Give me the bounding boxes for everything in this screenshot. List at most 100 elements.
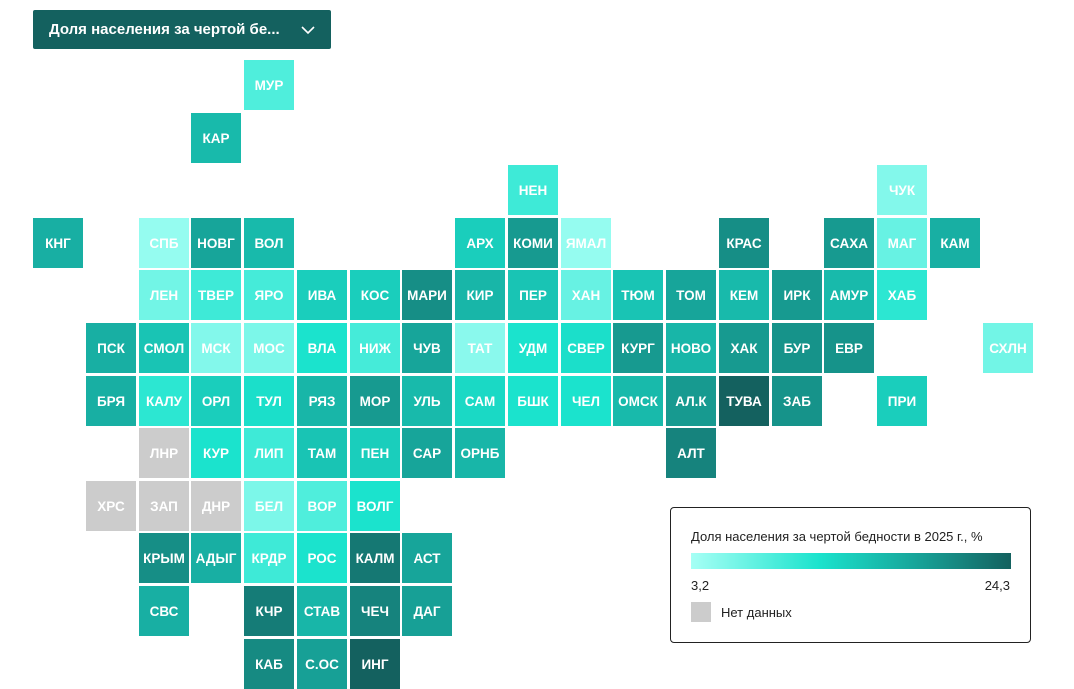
region-tile[interactable]: ЧЕЛ <box>561 376 611 426</box>
region-tile[interactable]: ХАН <box>561 270 611 320</box>
region-tile[interactable]: МОС <box>244 323 294 373</box>
region-tile[interactable]: ТОМ <box>666 270 716 320</box>
region-tile[interactable]: ТЮМ <box>613 270 663 320</box>
region-tile[interactable]: САМ <box>455 376 505 426</box>
region-tile[interactable]: ТАМ <box>297 428 347 478</box>
region-tile-label: ИРК <box>783 287 811 303</box>
region-tile[interactable]: МСК <box>191 323 241 373</box>
region-tile[interactable]: ХРС <box>86 481 136 531</box>
region-tile[interactable]: РЯЗ <box>297 376 347 426</box>
region-tile[interactable]: КРЫМ <box>139 533 189 583</box>
region-tile[interactable]: КУР <box>191 428 241 478</box>
region-tile[interactable]: ЯРО <box>244 270 294 320</box>
region-tile-label: ИВА <box>307 287 337 303</box>
region-tile[interactable]: ПРИ <box>877 376 927 426</box>
region-tile[interactable]: КУРГ <box>613 323 663 373</box>
region-tile[interactable]: ЧУВ <box>402 323 452 373</box>
region-tile[interactable]: УЛЬ <box>402 376 452 426</box>
region-tile[interactable]: КНГ <box>33 218 83 268</box>
region-tile[interactable]: АМУР <box>824 270 874 320</box>
region-tile[interactable]: ЛНР <box>139 428 189 478</box>
region-tile[interactable]: КАЛМ <box>350 533 400 583</box>
region-tile-label: ОРНБ <box>460 445 500 461</box>
region-tile[interactable]: КЕМ <box>719 270 769 320</box>
region-tile[interactable]: ЯМАЛ <box>561 218 611 268</box>
region-tile-label: ТУВА <box>726 393 762 409</box>
region-tile[interactable]: СВС <box>139 586 189 636</box>
region-tile[interactable]: С.ОС <box>297 639 347 689</box>
region-tile[interactable]: АЛ.К <box>666 376 716 426</box>
region-tile[interactable]: НИЖ <box>350 323 400 373</box>
region-tile[interactable]: КАБ <box>244 639 294 689</box>
region-tile[interactable]: СМОЛ <box>139 323 189 373</box>
region-tile[interactable]: МАГ <box>877 218 927 268</box>
region-tile[interactable]: РОС <box>297 533 347 583</box>
region-tile[interactable]: ЕВР <box>824 323 874 373</box>
region-tile[interactable]: ДАГ <box>402 586 452 636</box>
region-tile[interactable]: ХАБ <box>877 270 927 320</box>
region-tile[interactable]: КРДР <box>244 533 294 583</box>
region-tile[interactable]: ОРЛ <box>191 376 241 426</box>
region-tile[interactable]: ВОР <box>297 481 347 531</box>
region-tile[interactable]: ВЛА <box>297 323 347 373</box>
region-tile[interactable]: БШК <box>508 376 558 426</box>
region-tile[interactable]: ВОЛ <box>244 218 294 268</box>
region-tile[interactable]: ВОЛГ <box>350 481 400 531</box>
region-tile[interactable]: ПСК <box>86 323 136 373</box>
region-tile[interactable]: ЗАБ <box>772 376 822 426</box>
region-tile[interactable]: ОМСК <box>613 376 663 426</box>
region-tile[interactable]: ТВЕР <box>191 270 241 320</box>
region-tile[interactable]: АРХ <box>455 218 505 268</box>
region-tile[interactable]: ХАК <box>719 323 769 373</box>
region-tile[interactable]: ОРНБ <box>455 428 505 478</box>
region-tile[interactable]: МУР <box>244 60 294 110</box>
region-tile[interactable]: ИВА <box>297 270 347 320</box>
indicator-dropdown[interactable]: Доля населения за чертой бе... <box>33 10 331 49</box>
region-tile[interactable]: ПЕР <box>508 270 558 320</box>
region-tile[interactable]: СВЕР <box>561 323 611 373</box>
region-tile[interactable]: КИР <box>455 270 505 320</box>
region-tile-label: ВОР <box>307 498 337 514</box>
region-tile[interactable]: КРАС <box>719 218 769 268</box>
region-tile[interactable]: БРЯ <box>86 376 136 426</box>
region-tile[interactable]: МОР <box>350 376 400 426</box>
region-tile-label: САХА <box>830 235 868 251</box>
region-tile[interactable]: КЧР <box>244 586 294 636</box>
region-tile[interactable]: ДНР <box>191 481 241 531</box>
region-tile[interactable]: КОМИ <box>508 218 558 268</box>
region-tile[interactable]: СТАВ <box>297 586 347 636</box>
region-tile[interactable]: САР <box>402 428 452 478</box>
region-tile[interactable]: ЛИП <box>244 428 294 478</box>
region-tile[interactable]: ТУВА <box>719 376 769 426</box>
region-tile[interactable]: КАЛУ <box>139 376 189 426</box>
region-tile[interactable]: ЗАП <box>139 481 189 531</box>
region-tile[interactable]: БЕЛ <box>244 481 294 531</box>
region-tile[interactable]: КАР <box>191 113 241 163</box>
region-tile[interactable]: СХЛН <box>983 323 1033 373</box>
region-tile[interactable]: КАМ <box>930 218 980 268</box>
region-tile[interactable]: ЧУК <box>877 165 927 215</box>
region-tile[interactable]: НОВГ <box>191 218 241 268</box>
region-tile[interactable]: ТАТ <box>455 323 505 373</box>
region-tile[interactable]: АСТ <box>402 533 452 583</box>
region-tile[interactable]: САХА <box>824 218 874 268</box>
region-tile[interactable]: СПБ <box>139 218 189 268</box>
region-tile[interactable]: КОС <box>350 270 400 320</box>
region-tile[interactable]: ЧЕЧ <box>350 586 400 636</box>
region-tile[interactable]: ИНГ <box>350 639 400 689</box>
region-tile-label: ДАГ <box>413 603 441 619</box>
region-tile[interactable]: НЕН <box>508 165 558 215</box>
region-tile-label: ТЮМ <box>621 287 655 303</box>
legend-min-label: 3,2 <box>691 578 710 593</box>
region-tile[interactable]: УДМ <box>508 323 558 373</box>
region-tile[interactable]: ЛЕН <box>139 270 189 320</box>
region-tile[interactable]: НОВО <box>666 323 716 373</box>
region-tile-label: КОС <box>360 287 390 303</box>
region-tile[interactable]: АЛТ <box>666 428 716 478</box>
region-tile[interactable]: МАРИ <box>402 270 452 320</box>
region-tile[interactable]: БУР <box>772 323 822 373</box>
region-tile[interactable]: ТУЛ <box>244 376 294 426</box>
region-tile[interactable]: ИРК <box>772 270 822 320</box>
region-tile[interactable]: ПЕН <box>350 428 400 478</box>
region-tile[interactable]: АДЫГ <box>191 533 241 583</box>
